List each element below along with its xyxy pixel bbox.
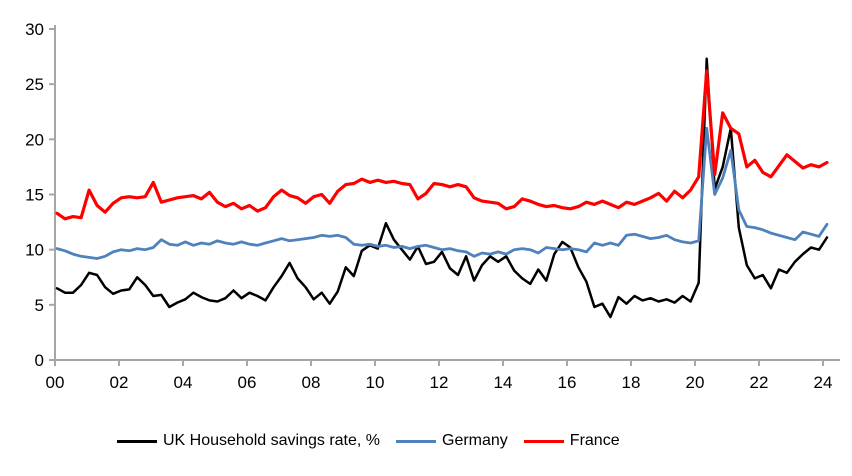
svg-text:06: 06 [238,373,257,392]
svg-text:24: 24 [814,373,833,392]
svg-text:20: 20 [25,130,44,149]
legend-line-germany [396,439,436,443]
svg-text:10: 10 [366,373,385,392]
svg-text:08: 08 [302,373,321,392]
chart-legend: UK Household savings rate, % Germany Fra… [0,424,852,458]
legend-label-germany: Germany [442,432,508,449]
svg-text:25: 25 [25,75,44,94]
svg-text:18: 18 [622,373,641,392]
svg-text:30: 30 [25,20,44,39]
legend-line-france [523,439,564,443]
svg-text:5: 5 [35,296,44,315]
svg-text:22: 22 [750,373,769,392]
legend-item-france: France [523,432,620,450]
svg-text:04: 04 [174,373,193,392]
legend-label-france: France [569,432,620,449]
svg-text:10: 10 [25,241,44,260]
svg-text:16: 16 [558,373,577,392]
legend-line-uk [117,439,157,443]
svg-text:02: 02 [110,373,129,392]
svg-text:15: 15 [25,186,44,205]
svg-text:20: 20 [686,373,705,392]
legend-item-uk: UK Household savings rate, % [117,432,380,450]
line-plot-canvas: 0 5 10 15 20 25 30 00 02 04 06 08 10 12 14 16 18 20 22 24 [25,20,840,392]
legend-item-germany: Germany [396,432,508,450]
svg-text:00: 00 [46,373,65,392]
svg-text:14: 14 [494,373,513,392]
svg-text:12: 12 [430,373,449,392]
svg-text:0: 0 [35,351,44,370]
legend-label-uk: UK Household savings rate, % [163,432,380,449]
